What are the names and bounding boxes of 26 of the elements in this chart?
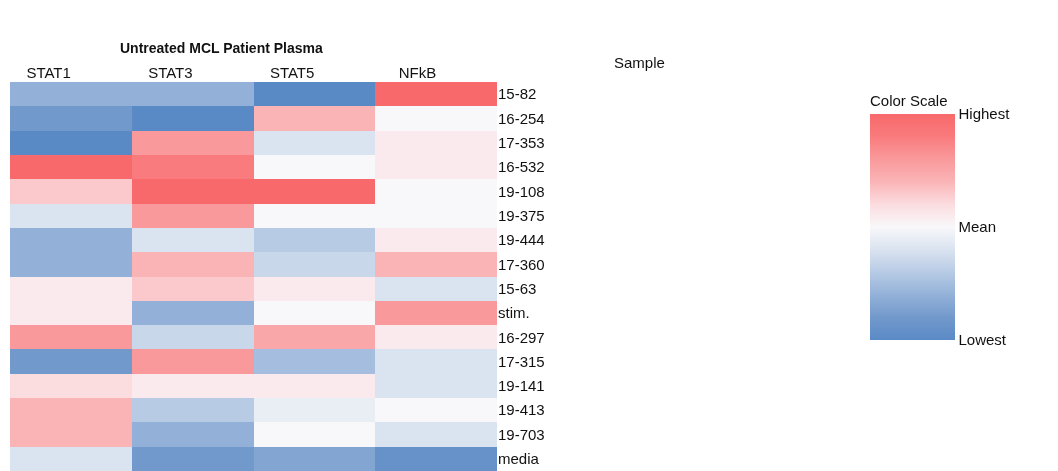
y-tick-label: 19-703 [498,425,545,443]
y-tick-label: 17-353 [498,134,545,152]
y-tick-label: 16-532 [498,158,545,176]
y-tick-label: stim. [498,304,530,322]
x-tick-label: NFkB [398,64,437,81]
y-tick-label: 17-315 [498,352,545,370]
y-tick-label: 19-141 [498,377,545,395]
color-bar-label: Lowest [958,331,1007,349]
y-tick-label: 17-360 [498,255,545,273]
color-bar-label: Mean [958,218,997,236]
y-tick-label: 19-108 [498,182,545,200]
y-tick-label: 16-254 [498,109,545,127]
y-tick-label: 16-297 [498,328,545,346]
x-tick-label: STAT5 [269,64,315,81]
color-bar-label: Highest [958,105,1011,123]
y-tick-label: 15-63 [498,279,537,297]
color-bar-title: Color Scale [870,92,948,110]
y-tick-label: 15-82 [498,85,537,103]
y-tick-label: 19-444 [498,231,545,249]
y-tick-label: 19-413 [498,401,545,419]
x-tick-label: STAT3 [148,64,193,81]
y-tick-label: media [498,450,540,468]
y-tick-label: 19-375 [498,206,545,224]
y-axis-title: Sample [614,54,665,71]
chart-title: Untreated MCL Patient Plasma [120,39,324,56]
x-tick-label: STAT1 [26,64,71,81]
